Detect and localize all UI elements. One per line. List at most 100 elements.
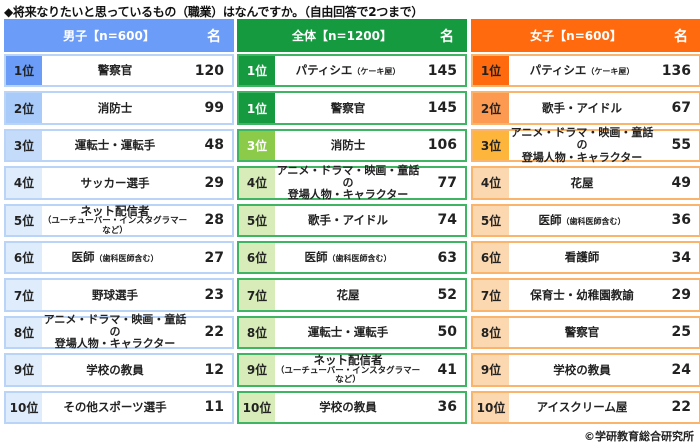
occupation-label: 歌手・アイドル bbox=[275, 206, 421, 235]
ranking-row: 10位 その他スポーツ選手 11 bbox=[4, 390, 234, 424]
count-value: 99 bbox=[204, 100, 224, 117]
rank-badge: 1位 bbox=[239, 56, 275, 86]
occupation-label: 花屋 bbox=[275, 280, 421, 309]
ranking-row: 3位 消防士 106 bbox=[237, 128, 467, 163]
occupation-name: ネット配信者 bbox=[80, 203, 150, 218]
occupation-label: 消防士 bbox=[275, 131, 421, 160]
total-table-header: 全体【n=1200】 名 bbox=[237, 19, 467, 52]
occupation-name: 運転士・運転手 bbox=[307, 325, 389, 340]
ranking-row: 6位 看護師 34 bbox=[471, 240, 700, 275]
occupation-name: パティシエ bbox=[529, 63, 587, 78]
rank-badge: 6位 bbox=[473, 242, 509, 273]
count-value: 50 bbox=[437, 324, 457, 341]
occupation-subline: 登場人物・キャラクター bbox=[54, 337, 176, 351]
rank-badge: 8位 bbox=[239, 317, 275, 348]
ranking-row: 2位 消防士 99 bbox=[4, 91, 234, 125]
male-table-header: 男子【n=600】 名 bbox=[4, 19, 234, 52]
ranking-row: 9位 学校の教員 12 bbox=[4, 353, 234, 387]
occupation-name: 花屋 bbox=[336, 287, 360, 302]
occupation-name: 警察官 bbox=[97, 63, 133, 78]
occupation-name: 学校の教員 bbox=[319, 399, 377, 414]
page-title: ◆将来なりたいと思っているもの（職業）はなんですか。（自由回答で2つまで） bbox=[4, 5, 424, 19]
occupation-note: （歯科医師含む） bbox=[327, 254, 392, 264]
count-value: 12 bbox=[204, 361, 224, 378]
count-value: 120 bbox=[194, 62, 224, 79]
occupation-subline: 登場人物・キャラクター bbox=[287, 187, 409, 201]
rank-badge: 5位 bbox=[239, 205, 275, 235]
occupation-note: （ケーキ屋） bbox=[586, 67, 635, 77]
male-header-label: 男子【n=600】 bbox=[63, 29, 155, 43]
occupation-note: （歯科医師含む） bbox=[561, 216, 626, 226]
occupation-label: 学校の教員 bbox=[42, 355, 188, 384]
occupation-label: 医師（歯科医師含む） bbox=[509, 206, 655, 235]
ranking-row: 7位 花屋 52 bbox=[237, 278, 467, 312]
occupation-label: 医師（歯科医師含む） bbox=[275, 243, 421, 272]
occupation-name: 看護師 bbox=[564, 250, 600, 265]
ranking-row: 8位 アニメ・ドラマ・映画・童話の 登場人物・キャラクター 22 bbox=[4, 314, 234, 351]
count-value: 27 bbox=[204, 249, 224, 266]
occupation-label: 看護師 bbox=[509, 243, 655, 272]
occupation-label: 消防士 bbox=[42, 93, 188, 122]
rank-badge: 10位 bbox=[239, 392, 275, 422]
rank-badge: 6位 bbox=[6, 242, 42, 273]
occupation-label: 花屋 bbox=[509, 168, 655, 197]
occupation-line: 医師（歯科医師含む） bbox=[72, 251, 159, 264]
count-value: 52 bbox=[437, 287, 457, 304]
total-ranking-table: 全体【n=1200】 名 1位 パティシエ（ケーキ屋） 145 1位 警察官 145 3位消… bbox=[237, 19, 467, 428]
ranking-row: 8位 警察官 25 bbox=[471, 315, 700, 350]
occupation-subline: 登場人物・キャラクター bbox=[521, 150, 643, 164]
occupation-name: 医師 bbox=[304, 250, 328, 265]
occupation-note: （ケーキ屋） bbox=[352, 67, 401, 77]
occupation-name: 医師 bbox=[71, 250, 95, 265]
occupation-label: 警察官 bbox=[275, 93, 421, 122]
occupation-label: 保育士・幼稚園教諭 bbox=[509, 280, 655, 309]
female-rows: 1位 パティシエ（ケーキ屋） 136 2位 歌手・アイドル 67 3位 アニメ・ドラマ・映画・… bbox=[471, 54, 700, 424]
occupation-name: 保育士・幼稚園教諭 bbox=[530, 287, 634, 302]
occupation-line: 医師（歯科医師含む） bbox=[305, 251, 392, 264]
count-value: 28 bbox=[204, 212, 224, 229]
occupation-label: アニメ・ドラマ・映画・童話の 登場人物・キャラクター bbox=[275, 163, 421, 200]
occupation-label: 学校の教員 bbox=[509, 355, 655, 384]
rank-badge: 7位 bbox=[239, 280, 275, 310]
ranking-row: 3位 アニメ・ドラマ・映画・童話の 登場人物・キャラクター 55 bbox=[471, 127, 700, 164]
occupation-label: ネット配信者 （ユーチューバー・インスタグラマーなど） bbox=[42, 203, 188, 236]
occupation-name: 運転士・運転手 bbox=[74, 138, 156, 153]
occupation-label: アイスクリーム屋 bbox=[509, 393, 655, 422]
ranking-row: 6位 医師（歯科医師含む） 63 bbox=[237, 240, 467, 275]
occupation-name: 警察官 bbox=[564, 325, 600, 340]
occupation-line: パティシエ（ケーキ屋） bbox=[530, 64, 635, 77]
rank-badge: 10位 bbox=[473, 392, 509, 422]
rank-badge: 1位 bbox=[473, 56, 509, 86]
rank-badge: 1位 bbox=[6, 56, 42, 86]
occupation-label: アニメ・ドラマ・映画・童話の 登場人物・キャラクター bbox=[42, 314, 188, 351]
occupation-name: 警察官 bbox=[330, 100, 366, 115]
occupation-line: パティシエ（ケーキ屋） bbox=[296, 64, 401, 77]
count-value: 145 bbox=[427, 62, 457, 79]
rank-badge: 2位 bbox=[473, 93, 509, 123]
count-value: 67 bbox=[671, 100, 691, 117]
rank-badge: 10位 bbox=[6, 392, 42, 422]
count-value: 24 bbox=[671, 361, 691, 378]
occupation-subline: （ユーチューバー・インスタグラマーなど） bbox=[42, 216, 188, 236]
rank-badge: 7位 bbox=[6, 280, 42, 310]
occupation-label: サッカー選手 bbox=[42, 168, 188, 197]
ranking-row: 7位 野球選手 23 bbox=[4, 278, 234, 312]
ranking-row: 5位 医師（歯科医師含む） 36 bbox=[471, 203, 700, 237]
occupation-label: パティシエ（ケーキ屋） bbox=[275, 56, 421, 85]
count-value: 25 bbox=[671, 324, 691, 341]
count-value: 29 bbox=[671, 287, 691, 304]
ranking-row: 1位 警察官 145 bbox=[237, 91, 467, 125]
copyright-credit: ©学研教育総合研究所 bbox=[584, 430, 694, 443]
count-value: 11 bbox=[204, 399, 224, 416]
occupation-name: 歌手・アイドル bbox=[308, 212, 388, 227]
rank-badge: 3位 bbox=[239, 130, 275, 161]
ranking-row: 1位 警察官 120 bbox=[4, 54, 234, 88]
female-header-unit: 名 bbox=[674, 28, 688, 45]
rank-badge: 6位 bbox=[239, 242, 275, 273]
occupation-name: アニメ・ドラマ・映画・童話の bbox=[276, 163, 420, 189]
occupation-label: 医師（歯科医師含む） bbox=[42, 243, 188, 272]
occupation-line: 医師（歯科医師含む） bbox=[539, 214, 626, 227]
ranking-row: 2位 歌手・アイドル 67 bbox=[471, 91, 700, 125]
occupation-name: 学校の教員 bbox=[86, 362, 144, 377]
count-value: 29 bbox=[204, 174, 224, 191]
